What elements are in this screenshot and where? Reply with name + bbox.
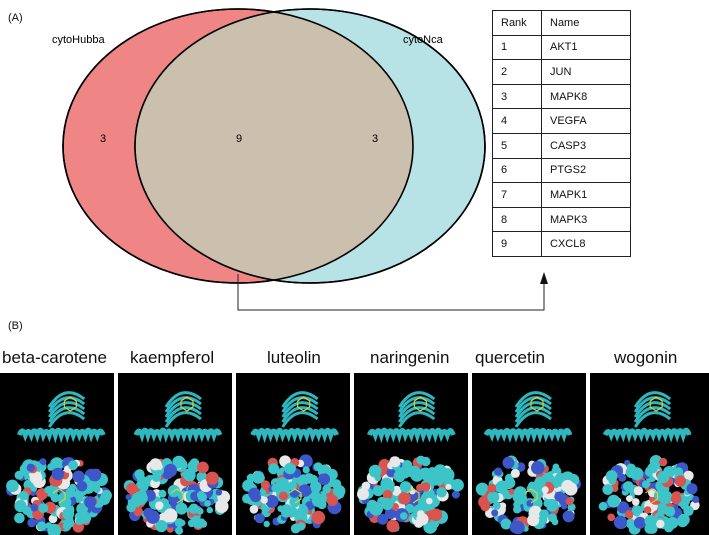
venn-overlap-count: 9 — [236, 133, 242, 145]
table-row: 9 CXCL8 — [492, 231, 631, 257]
table-row: 5 CASP3 — [492, 132, 631, 159]
rank-cell: 4 — [492, 108, 542, 134]
name-cell: PTGS2 — [541, 157, 631, 184]
name-cell: JUN — [541, 59, 631, 85]
rank-table: Rank Name 1 AKT1 2 JUN 3 MAPK8 4 VEGFA 5 CASP… — [492, 10, 631, 257]
table-header-row: Rank Name — [492, 10, 631, 36]
table-row: 1 AKT1 — [492, 34, 631, 61]
venn-right-label: cytoNca — [403, 34, 444, 46]
name-cell: CXCL8 — [541, 231, 631, 257]
venn-right-count: 3 — [372, 133, 378, 145]
docking-image-quercetin — [472, 373, 586, 535]
rank-cell: 7 — [492, 182, 542, 208]
rank-cell: 8 — [492, 206, 542, 233]
molecule-title: wogonin — [614, 348, 678, 367]
protein-structure-render — [242, 391, 346, 534]
table-row: 4 VEGFA — [492, 108, 631, 134]
table-header-rank: Rank — [492, 10, 542, 36]
name-cell: MAPK1 — [541, 182, 631, 208]
arrow-head-icon — [540, 272, 548, 284]
table-row: 8 MAPK3 — [492, 206, 631, 233]
connector-arrow — [237, 274, 545, 311]
protein-structure-render — [598, 391, 700, 535]
molecule-title: kaempferol — [130, 348, 215, 367]
docking-image-kaempferol — [118, 373, 232, 535]
docking-image-beta-carotene — [0, 373, 114, 535]
table-row: 7 MAPK1 — [492, 182, 631, 208]
rank-cell: 1 — [492, 34, 542, 61]
protein-structure-render — [357, 391, 464, 534]
table-header-name: Name — [541, 10, 631, 36]
name-cell: MAPK8 — [541, 83, 631, 110]
molecule-title: naringenin — [370, 348, 450, 367]
venn-left-label: cytoHubba — [52, 34, 105, 46]
panel-a-label: (A) — [8, 12, 23, 24]
rank-cell: 3 — [492, 83, 542, 110]
protein-structure-render — [475, 391, 581, 535]
docking-image-luteolin — [236, 373, 350, 535]
table-row: 3 MAPK8 — [492, 83, 631, 110]
docking-panels — [0, 373, 709, 535]
name-cell: MAPK3 — [541, 206, 631, 233]
rank-cell: 2 — [492, 59, 542, 85]
molecule-title: beta-carotene — [2, 348, 107, 367]
docking-image-wogonin — [590, 373, 709, 535]
venn-diagram: cytoHubba cytoNca 3 9 3 — [52, 8, 548, 311]
rank-cell: 6 — [492, 157, 542, 184]
rank-cell: 5 — [492, 132, 542, 159]
protein-structure-render — [123, 391, 231, 535]
molecule-title: quercetin — [475, 348, 545, 367]
panel-b-label: (B) — [8, 320, 23, 332]
name-cell: AKT1 — [541, 34, 631, 61]
docking-image-naringenin — [354, 373, 468, 535]
molecule-title: luteolin — [267, 348, 321, 367]
name-cell: CASP3 — [541, 132, 631, 159]
venn-left-count: 3 — [100, 133, 106, 145]
protein-structure-render — [6, 391, 112, 535]
table-row: 6 PTGS2 — [492, 157, 631, 184]
rank-cell: 9 — [492, 231, 542, 257]
table-row: 2 JUN — [492, 59, 631, 85]
molecule-titles: beta-carotene kaempferol luteolin naring… — [0, 348, 709, 372]
name-cell: VEGFA — [541, 108, 631, 134]
